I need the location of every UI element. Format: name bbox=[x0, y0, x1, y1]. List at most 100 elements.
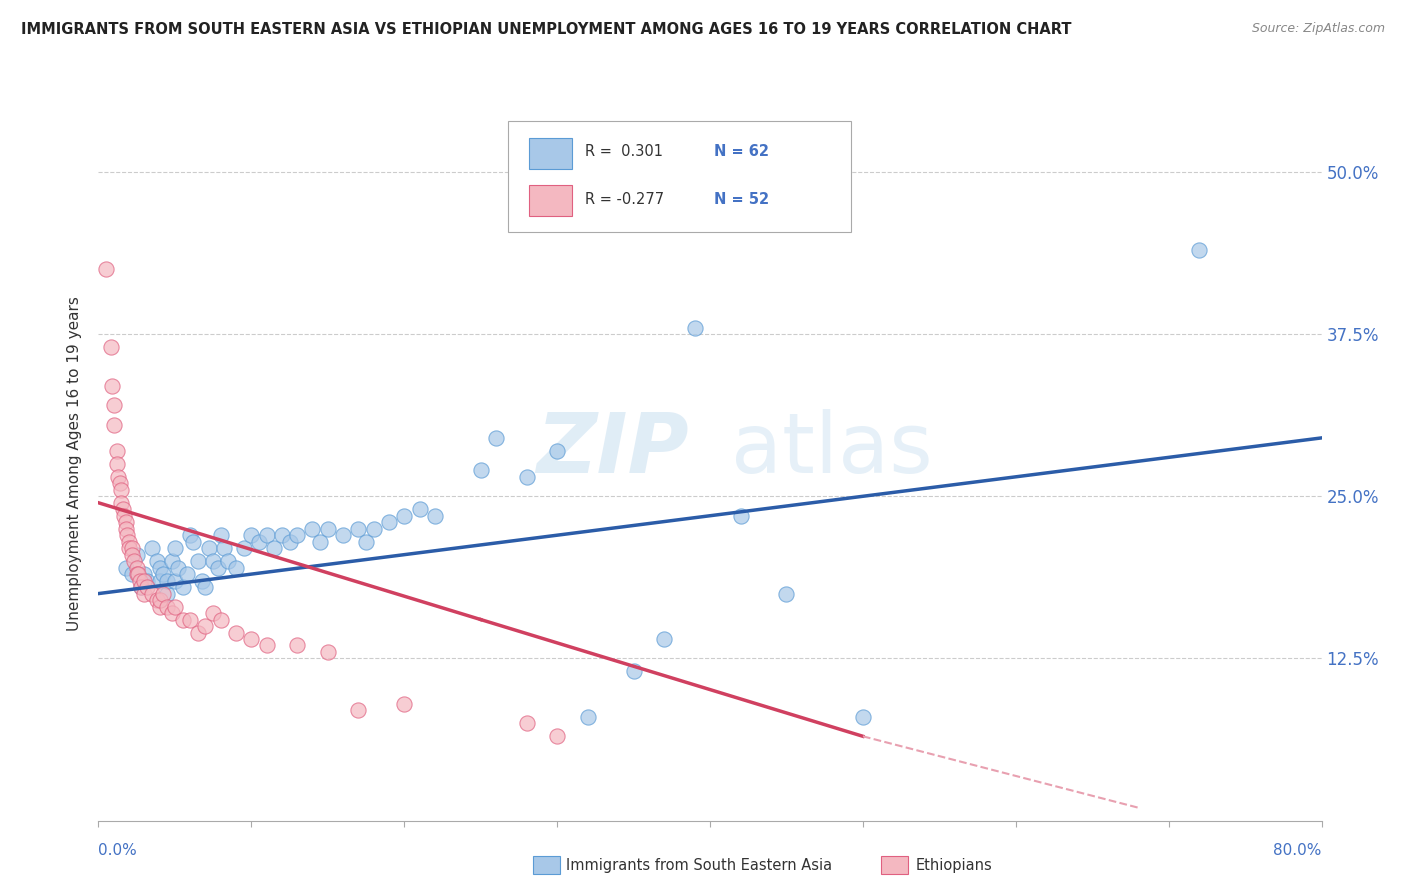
Point bbox=[652, 632, 675, 646]
Point bbox=[240, 528, 263, 542]
Text: IMMIGRANTS FROM SOUTH EASTERN ASIA VS ETHIOPIAN UNEMPLOYMENT AMONG AGES 16 TO 19: IMMIGRANTS FROM SOUTH EASTERN ASIA VS ET… bbox=[21, 22, 1071, 37]
Point bbox=[1188, 243, 1211, 257]
Point bbox=[108, 476, 131, 491]
Point bbox=[129, 580, 152, 594]
Point bbox=[149, 593, 172, 607]
Point bbox=[202, 554, 225, 568]
Text: atlas: atlas bbox=[731, 409, 934, 490]
Point bbox=[156, 574, 179, 588]
Point bbox=[316, 522, 339, 536]
Point bbox=[225, 625, 247, 640]
Point bbox=[141, 586, 163, 600]
Point bbox=[546, 443, 568, 458]
Point bbox=[278, 534, 301, 549]
FancyBboxPatch shape bbox=[508, 121, 851, 232]
FancyBboxPatch shape bbox=[529, 137, 572, 169]
Y-axis label: Unemployment Among Ages 16 to 19 years: Unemployment Among Ages 16 to 19 years bbox=[67, 296, 83, 632]
Point bbox=[209, 528, 232, 542]
Point bbox=[103, 399, 125, 413]
Point bbox=[127, 567, 149, 582]
Point bbox=[94, 262, 117, 277]
Point bbox=[149, 560, 172, 574]
Point bbox=[285, 639, 308, 653]
Point bbox=[187, 625, 209, 640]
Point bbox=[111, 502, 134, 516]
FancyBboxPatch shape bbox=[529, 185, 572, 216]
Point bbox=[100, 340, 122, 354]
Point bbox=[516, 470, 538, 484]
Point bbox=[145, 554, 167, 568]
FancyBboxPatch shape bbox=[533, 856, 560, 874]
Point bbox=[115, 515, 138, 529]
Point bbox=[125, 567, 148, 582]
Point bbox=[316, 645, 339, 659]
Point bbox=[121, 541, 143, 556]
Point bbox=[167, 560, 190, 574]
Point bbox=[152, 586, 174, 600]
Point bbox=[134, 586, 156, 600]
Point bbox=[105, 443, 128, 458]
Point bbox=[197, 541, 219, 556]
Point bbox=[194, 619, 217, 633]
Point bbox=[209, 613, 232, 627]
Point bbox=[852, 710, 875, 724]
Point bbox=[775, 586, 797, 600]
Point bbox=[623, 665, 645, 679]
Point bbox=[546, 729, 568, 743]
Point bbox=[179, 528, 201, 542]
Point bbox=[194, 580, 217, 594]
Point bbox=[191, 574, 214, 588]
Point bbox=[347, 703, 370, 717]
Text: N = 62: N = 62 bbox=[714, 145, 769, 160]
Point bbox=[160, 554, 183, 568]
Point bbox=[408, 502, 430, 516]
Point bbox=[115, 560, 138, 574]
Point bbox=[683, 320, 706, 334]
Point bbox=[136, 574, 159, 588]
Text: N = 52: N = 52 bbox=[714, 193, 769, 207]
Text: Source: ZipAtlas.com: Source: ZipAtlas.com bbox=[1251, 22, 1385, 36]
Point bbox=[152, 567, 174, 582]
Point bbox=[107, 470, 129, 484]
Point bbox=[156, 599, 179, 614]
Point bbox=[423, 508, 446, 523]
Point bbox=[347, 522, 370, 536]
Text: 0.0%: 0.0% bbox=[98, 843, 138, 858]
Point bbox=[378, 515, 401, 529]
Point bbox=[121, 548, 143, 562]
Point bbox=[125, 548, 148, 562]
Point bbox=[103, 417, 125, 432]
FancyBboxPatch shape bbox=[882, 856, 908, 874]
Point bbox=[179, 613, 201, 627]
Point bbox=[160, 606, 183, 620]
Point bbox=[354, 534, 377, 549]
Point bbox=[256, 639, 278, 653]
Text: Ethiopians: Ethiopians bbox=[915, 858, 993, 873]
Point bbox=[117, 528, 139, 542]
Point bbox=[176, 567, 198, 582]
Point bbox=[105, 457, 128, 471]
Point bbox=[136, 580, 159, 594]
Point bbox=[118, 541, 141, 556]
Point bbox=[163, 541, 186, 556]
Text: 80.0%: 80.0% bbox=[1274, 843, 1322, 858]
Point bbox=[256, 528, 278, 542]
Point bbox=[217, 554, 239, 568]
Point bbox=[172, 613, 194, 627]
Point bbox=[270, 528, 292, 542]
Point bbox=[392, 508, 416, 523]
Point bbox=[145, 593, 167, 607]
Point bbox=[122, 554, 145, 568]
Point bbox=[163, 574, 186, 588]
Point bbox=[112, 508, 135, 523]
Point bbox=[576, 710, 599, 724]
Point bbox=[156, 586, 179, 600]
Point bbox=[172, 580, 194, 594]
Text: R =  0.301: R = 0.301 bbox=[585, 145, 664, 160]
Point bbox=[134, 574, 156, 588]
Point bbox=[247, 534, 270, 549]
Point bbox=[129, 580, 152, 594]
Point bbox=[212, 541, 235, 556]
Point bbox=[118, 534, 141, 549]
Point bbox=[128, 574, 150, 588]
